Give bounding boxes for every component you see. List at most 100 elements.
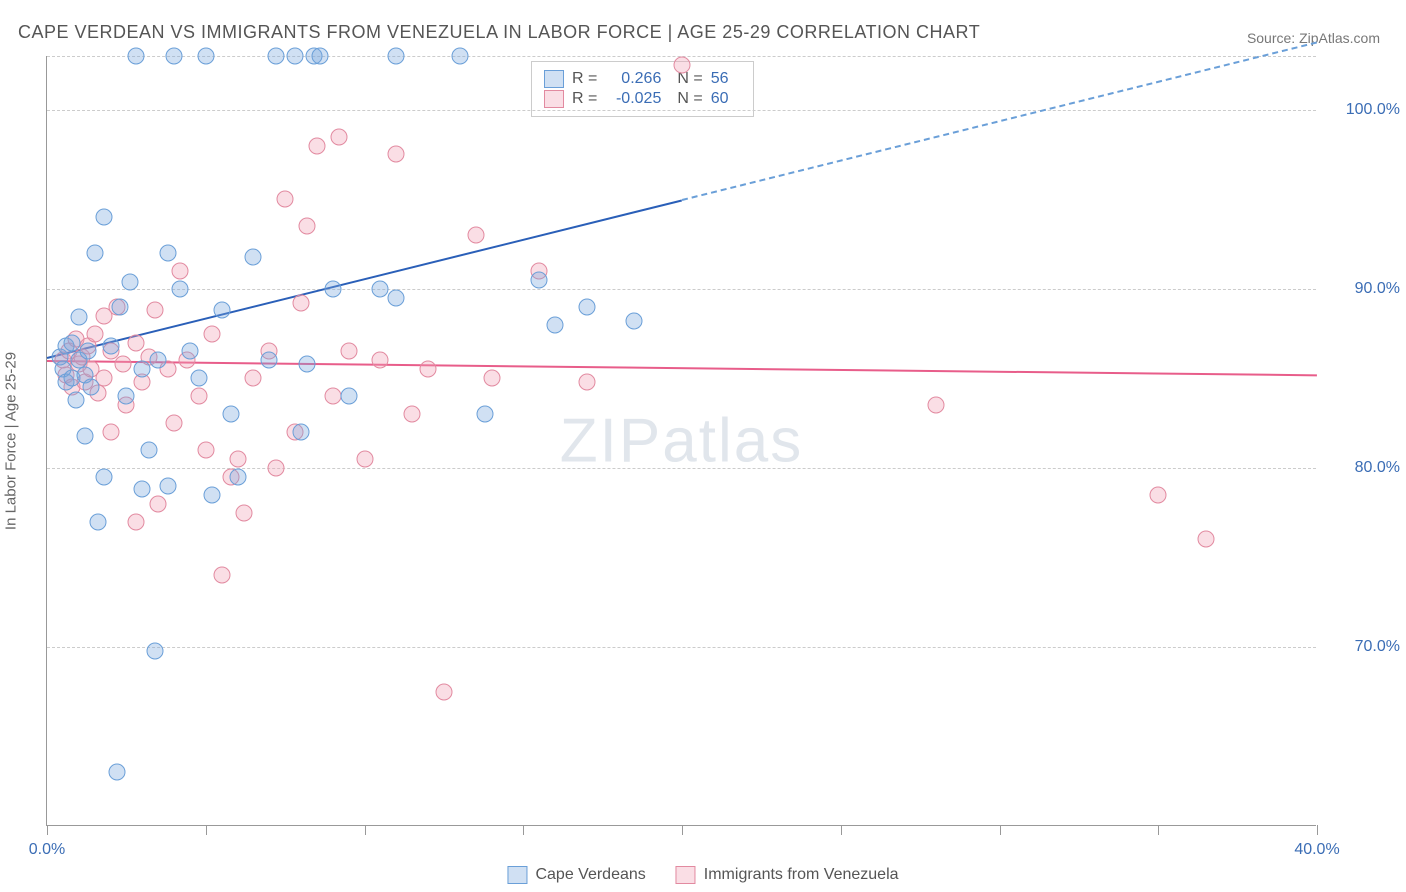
legend-r-prefix: R = [572, 70, 597, 88]
scatter-point-blue [146, 642, 163, 659]
scatter-point-pink [356, 450, 373, 467]
scatter-point-blue [112, 298, 129, 315]
scatter-point-pink [191, 388, 208, 405]
scatter-point-blue [324, 280, 341, 297]
scatter-point-blue [312, 48, 329, 65]
scatter-point-blue [229, 468, 246, 485]
scatter-point-pink [928, 397, 945, 414]
scatter-point-blue [181, 343, 198, 360]
scatter-point-pink [340, 343, 357, 360]
scatter-point-pink [467, 227, 484, 244]
legend-row-pink: R = -0.025 N = 60 [544, 90, 741, 108]
trendline-pink [47, 360, 1317, 376]
x-tick [206, 825, 207, 835]
scatter-point-blue [77, 427, 94, 444]
trendline-blue-dash [682, 42, 1317, 202]
scatter-point-blue [89, 513, 106, 530]
x-tick [1000, 825, 1001, 835]
y-tick-label: 100.0% [1330, 101, 1400, 119]
scatter-point-blue [83, 379, 100, 396]
scatter-point-pink [578, 373, 595, 390]
scatter-point-blue [204, 486, 221, 503]
scatter-point-pink [388, 146, 405, 163]
scatter-point-pink [308, 137, 325, 154]
scatter-point-blue [102, 338, 119, 355]
scatter-point-pink [102, 424, 119, 441]
legend-item-pink: Immigrants from Venezuela [676, 866, 899, 884]
scatter-point-blue [299, 356, 316, 373]
legend-label-blue: Cape Verdeans [535, 866, 645, 884]
x-tick-label: 40.0% [1294, 841, 1339, 859]
scatter-point-blue [191, 370, 208, 387]
scatter-point-blue [150, 352, 167, 369]
x-tick [841, 825, 842, 835]
scatter-point-blue [96, 209, 113, 226]
scatter-point-blue [261, 352, 278, 369]
scatter-point-pink [372, 352, 389, 369]
scatter-point-blue [64, 334, 81, 351]
scatter-point-blue [372, 280, 389, 297]
scatter-point-blue [140, 441, 157, 458]
scatter-point-blue [67, 391, 84, 408]
y-tick-label: 90.0% [1330, 280, 1400, 298]
scatter-point-blue [578, 298, 595, 315]
scatter-point-blue [159, 477, 176, 494]
x-tick [47, 825, 48, 835]
legend-n-pink: 60 [711, 90, 741, 108]
scatter-point-blue [197, 48, 214, 65]
scatter-point-blue [121, 273, 138, 290]
scatter-point-pink [277, 191, 294, 208]
legend-n-prefix: N = [677, 90, 702, 108]
scatter-point-pink [1197, 531, 1214, 548]
scatter-point-pink [293, 295, 310, 312]
scatter-point-blue [118, 388, 135, 405]
watermark: ZIPatlas [560, 405, 803, 476]
scatter-point-pink [86, 325, 103, 342]
scatter-point-blue [134, 361, 151, 378]
scatter-point-pink [127, 513, 144, 530]
scatter-point-blue [166, 48, 183, 65]
legend-swatch-blue [544, 70, 564, 88]
x-tick [365, 825, 366, 835]
chart-plot-area: In Labor Force | Age 25-29 ZIPatlas R = … [46, 56, 1316, 826]
legend-r-pink: -0.025 [605, 90, 661, 108]
legend-r-prefix: R = [572, 90, 597, 108]
scatter-point-blue [223, 406, 240, 423]
chart-title: CAPE VERDEAN VS IMMIGRANTS FROM VENEZUEL… [18, 22, 980, 43]
legend-item-blue: Cape Verdeans [507, 866, 645, 884]
scatter-point-pink [267, 459, 284, 476]
scatter-point-blue [388, 48, 405, 65]
scatter-point-blue [86, 244, 103, 261]
scatter-point-blue [451, 48, 468, 65]
scatter-point-blue [626, 313, 643, 330]
scatter-point-pink [204, 325, 221, 342]
scatter-point-blue [267, 48, 284, 65]
scatter-point-pink [404, 406, 421, 423]
scatter-point-blue [531, 271, 548, 288]
scatter-point-blue [127, 48, 144, 65]
scatter-point-pink [435, 683, 452, 700]
scatter-point-blue [159, 244, 176, 261]
scatter-point-pink [1150, 486, 1167, 503]
series-legend: Cape Verdeans Immigrants from Venezuela [507, 866, 898, 884]
y-tick-label: 80.0% [1330, 459, 1400, 477]
scatter-point-pink [235, 504, 252, 521]
legend-row-blue: R = 0.266 N = 56 [544, 70, 741, 88]
scatter-point-pink [483, 370, 500, 387]
legend-r-blue: 0.266 [605, 70, 661, 88]
scatter-point-pink [245, 370, 262, 387]
scatter-point-pink [197, 441, 214, 458]
y-axis-label: In Labor Force | Age 25-29 [3, 351, 20, 529]
scatter-point-blue [286, 48, 303, 65]
scatter-point-pink [150, 495, 167, 512]
scatter-point-blue [388, 289, 405, 306]
legend-swatch-pink [676, 866, 696, 884]
scatter-point-pink [213, 567, 230, 584]
scatter-point-blue [80, 343, 97, 360]
scatter-point-blue [134, 481, 151, 498]
scatter-point-blue [293, 424, 310, 441]
scatter-point-pink [299, 218, 316, 235]
scatter-point-blue [477, 406, 494, 423]
x-tick [523, 825, 524, 835]
scatter-point-blue [245, 248, 262, 265]
